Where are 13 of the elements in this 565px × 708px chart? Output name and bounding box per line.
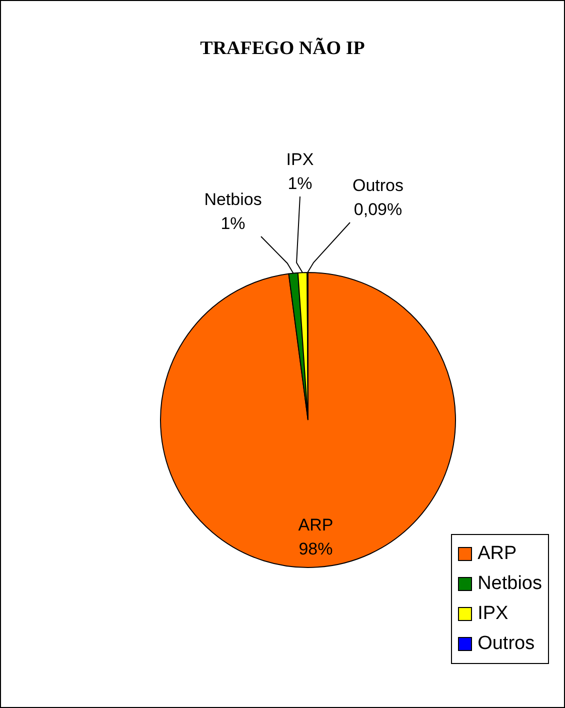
legend-label: ARP	[476, 542, 518, 566]
slice-label: Netbios	[204, 190, 262, 210]
data-label: 0,09%	[354, 200, 402, 220]
data-label: 1%	[220, 214, 246, 234]
data-label: 1%	[288, 174, 312, 194]
legend-label: Netbios	[476, 572, 542, 596]
slice-label: Outros	[352, 176, 404, 196]
legend-label: IPX	[476, 602, 510, 626]
legend-label: Outros	[476, 632, 536, 656]
chart-title: TRAFEGO NÃO IP	[199, 38, 366, 60]
slice-label: ARP	[298, 515, 334, 534]
slice-label: IPX	[286, 150, 314, 170]
data-label: 98%	[298, 539, 333, 558]
